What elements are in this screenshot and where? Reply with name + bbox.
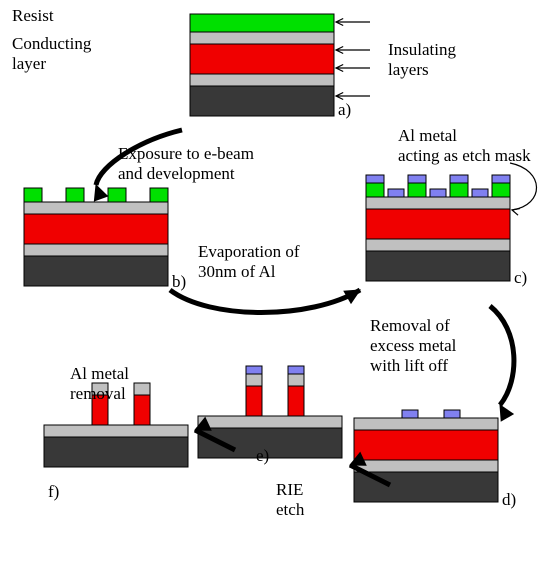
label-liftoff: Removal of excess metal with lift off — [370, 316, 456, 376]
label-rie: RIE etch — [276, 480, 304, 520]
label-c: c) — [514, 268, 527, 288]
label-ebeam: Exposure to e-beam and development — [118, 144, 254, 184]
label-b: b) — [172, 272, 186, 292]
label-resist: Resist — [12, 6, 54, 26]
label-al-mask: Al metal acting as etch mask — [398, 126, 531, 166]
label-insulating-layers: Insulating layers — [388, 40, 456, 80]
label-al-removal: Al metal removal — [70, 364, 129, 404]
label-conducting-layer: Conducting layer — [12, 34, 91, 74]
label-d: d) — [502, 490, 516, 510]
label-evap: Evaporation of 30nm of Al — [198, 242, 300, 282]
label-a: a) — [338, 100, 351, 120]
label-e: e) — [256, 446, 269, 466]
label-f: f) — [48, 482, 59, 502]
